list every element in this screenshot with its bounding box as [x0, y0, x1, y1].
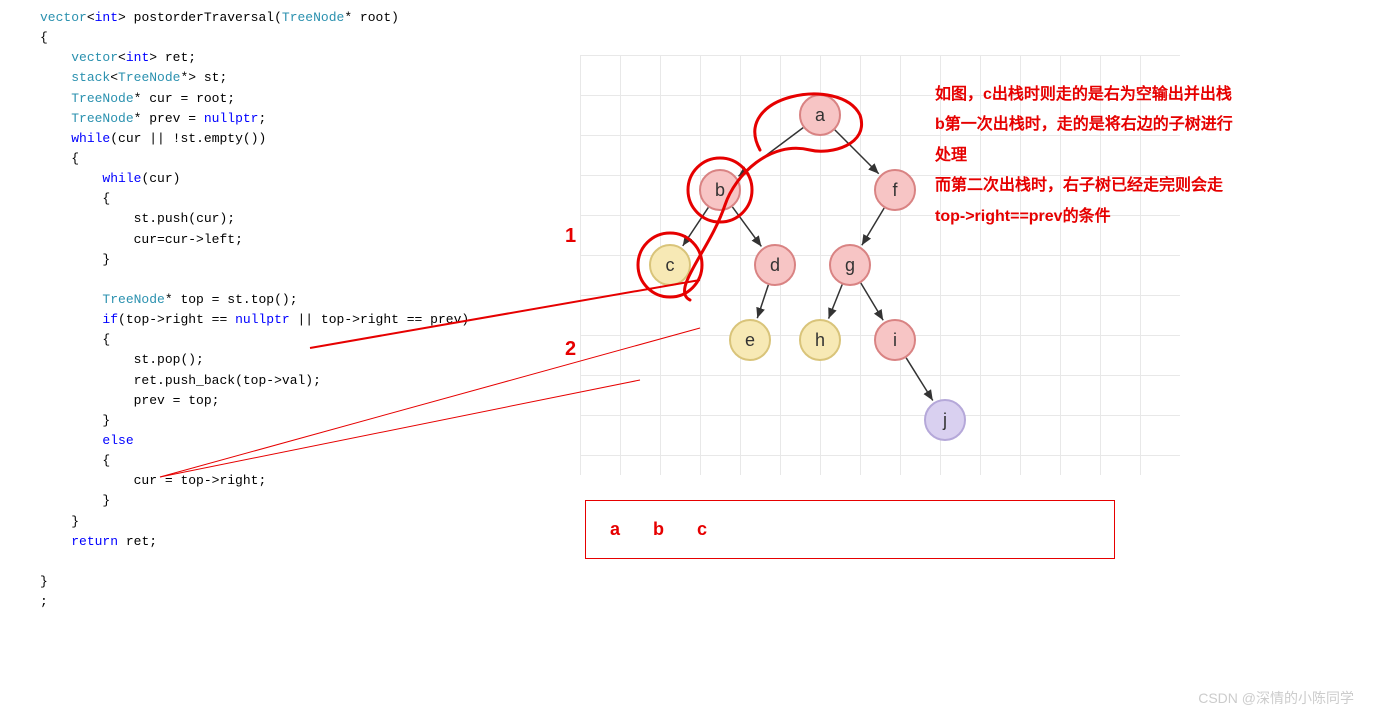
code-block: vector<int> postorderTraversal(TreeNode*…	[40, 8, 560, 612]
output-box: a b c	[585, 500, 1115, 559]
annotation-number-2: 2	[565, 338, 576, 361]
annotation-number-1: 1	[565, 225, 576, 248]
tree-node-c: c	[649, 244, 691, 286]
tree-node-b: b	[699, 169, 741, 211]
tree-node-h: h	[799, 319, 841, 361]
tree-node-g: g	[829, 244, 871, 286]
annotation-text: 如图，c出栈时则走的是右为空输出并出栈b第一次出栈时，走的是将右边的子树进行处理…	[935, 80, 1233, 232]
watermark: CSDN @深情的小陈同学	[1198, 688, 1354, 708]
tree-node-i: i	[874, 319, 916, 361]
tree-node-a: a	[799, 94, 841, 136]
tree-node-e: e	[729, 319, 771, 361]
tree-node-d: d	[754, 244, 796, 286]
tree-node-f: f	[874, 169, 916, 211]
tree-node-j: j	[924, 399, 966, 441]
output-text: a b c	[610, 519, 721, 539]
